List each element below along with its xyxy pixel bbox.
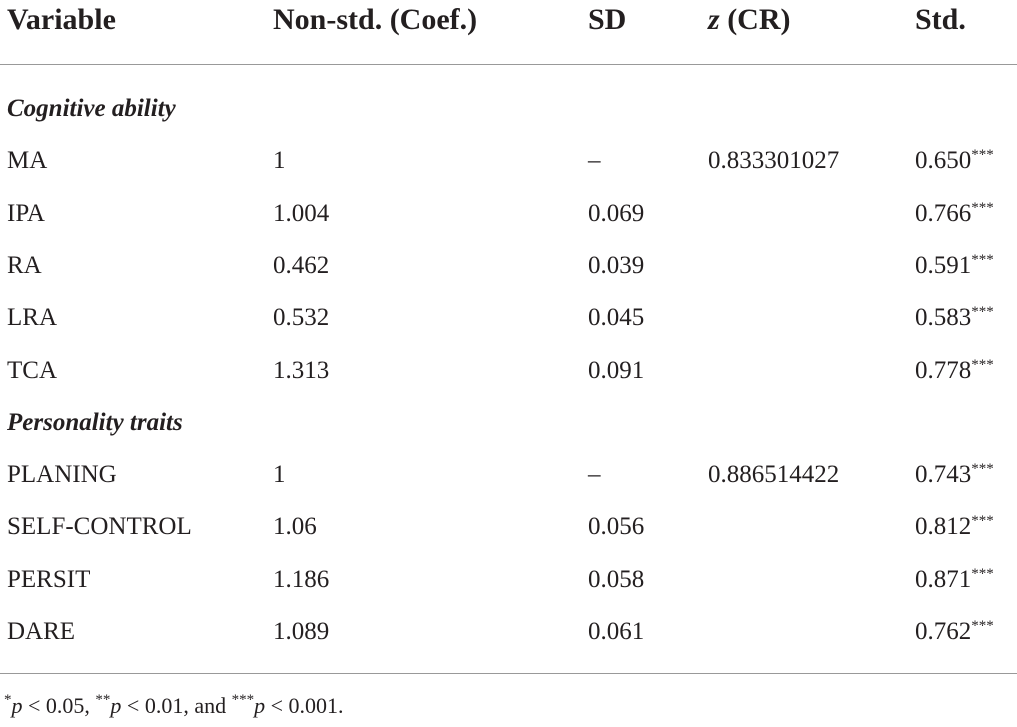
footnote-p: p — [110, 693, 122, 718]
cell-value: 0.743 — [915, 461, 972, 489]
section-title: Personality traits — [7, 408, 183, 436]
table-cell: 1.089 — [273, 618, 330, 645]
footnote-p: p — [11, 693, 23, 718]
table-cell: 1.004 — [273, 199, 330, 227]
table-cell: 1.313 — [273, 356, 330, 384]
cell-value: 0.762 — [915, 618, 972, 645]
bottom-rule — [0, 673, 1017, 674]
table-cell: – — [588, 147, 601, 175]
table-cell: PERSIT — [7, 565, 91, 593]
table-cell: 0.762*** — [915, 617, 994, 647]
cell-value: 0.650 — [915, 147, 972, 175]
header-text: Non-std. (Coef.) — [273, 3, 478, 36]
column-header: SD — [588, 2, 626, 38]
significance-stars: *** — [971, 461, 994, 478]
significance-stars: *** — [971, 199, 994, 216]
column-header: Std. — [915, 2, 966, 38]
significance-stars: *** — [971, 251, 994, 268]
table-cell: RA — [7, 251, 42, 279]
table-cell: 0.462 — [273, 251, 330, 279]
header-text: Variable — [7, 3, 116, 36]
table-cell: DARE — [7, 618, 76, 645]
table-cell: IPA — [7, 199, 45, 227]
table-cell: 0.583*** — [915, 303, 994, 333]
table-cell: 0.045 — [588, 304, 645, 332]
header-rule — [0, 64, 1017, 65]
table-cell: 0.091 — [588, 356, 645, 384]
table-cell: 0.591*** — [915, 251, 994, 281]
table-cell: 1.186 — [273, 565, 330, 593]
footnote-text: < 0.001. — [265, 693, 344, 718]
section-title: Cognitive ability — [7, 95, 176, 122]
table-cell: 1 — [273, 461, 286, 489]
table-cell: 1 — [273, 147, 286, 175]
footnote-stars: ** — [95, 692, 111, 708]
column-header: Variable — [7, 2, 116, 38]
significance-stars: *** — [971, 356, 994, 373]
table-cell: 1.06 — [273, 513, 317, 541]
footnote: *p < 0.05, **p < 0.01, and ***p < 0.001. — [4, 693, 344, 719]
table-cell: 0.058 — [588, 565, 645, 593]
table-cell: 0.871*** — [915, 565, 994, 595]
cell-value: 0.778 — [915, 356, 972, 384]
footnote-text: < 0.01, and — [121, 693, 227, 718]
table-cell: 0.061 — [588, 618, 645, 645]
significance-stars: *** — [971, 147, 994, 164]
table-cell: 0.039 — [588, 251, 645, 279]
cell-value: 0.871 — [915, 565, 972, 593]
table-cell: – — [588, 461, 601, 489]
table-cell: 0.778*** — [915, 356, 994, 386]
table-cell: LRA — [7, 304, 57, 332]
significance-stars: *** — [971, 565, 994, 582]
header-text: Std. — [915, 3, 966, 36]
cell-value: 0.591 — [915, 251, 972, 279]
table-cell: SELF-CONTROL — [7, 513, 192, 541]
table-cell: 0.650*** — [915, 146, 994, 176]
table-cell: PLANING — [7, 461, 117, 489]
table-cell: 0.056 — [588, 513, 645, 541]
table-cell: 0.743*** — [915, 460, 994, 490]
table-cell: 0.532 — [273, 304, 330, 332]
column-header: z (CR) — [708, 2, 791, 38]
table-cell: 0.766*** — [915, 199, 994, 229]
table-cell: MA — [7, 147, 48, 175]
table-cell: TCA — [7, 356, 57, 384]
significance-stars: *** — [971, 513, 994, 530]
significance-stars: *** — [971, 304, 994, 321]
column-header: Non-std. (Coef.) — [273, 2, 477, 38]
header-text: (CR) — [719, 3, 791, 36]
footnote-stars: *** — [231, 692, 255, 708]
significance-stars: *** — [971, 618, 994, 634]
footnote-p: p — [254, 693, 266, 718]
table-cell: 0.886514422 — [708, 461, 840, 489]
header-text: SD — [588, 3, 627, 36]
table-cell: 0.069 — [588, 199, 645, 227]
header-text: z — [708, 3, 720, 36]
footnote-text: < 0.05, — [22, 693, 90, 718]
cell-value: 0.766 — [915, 199, 972, 227]
cell-value: 0.583 — [915, 304, 972, 332]
table-cell: 0.833301027 — [708, 147, 840, 175]
table-cell: 0.812*** — [915, 512, 994, 542]
cell-value: 0.812 — [915, 513, 972, 541]
footnote-stars: * — [4, 692, 12, 708]
